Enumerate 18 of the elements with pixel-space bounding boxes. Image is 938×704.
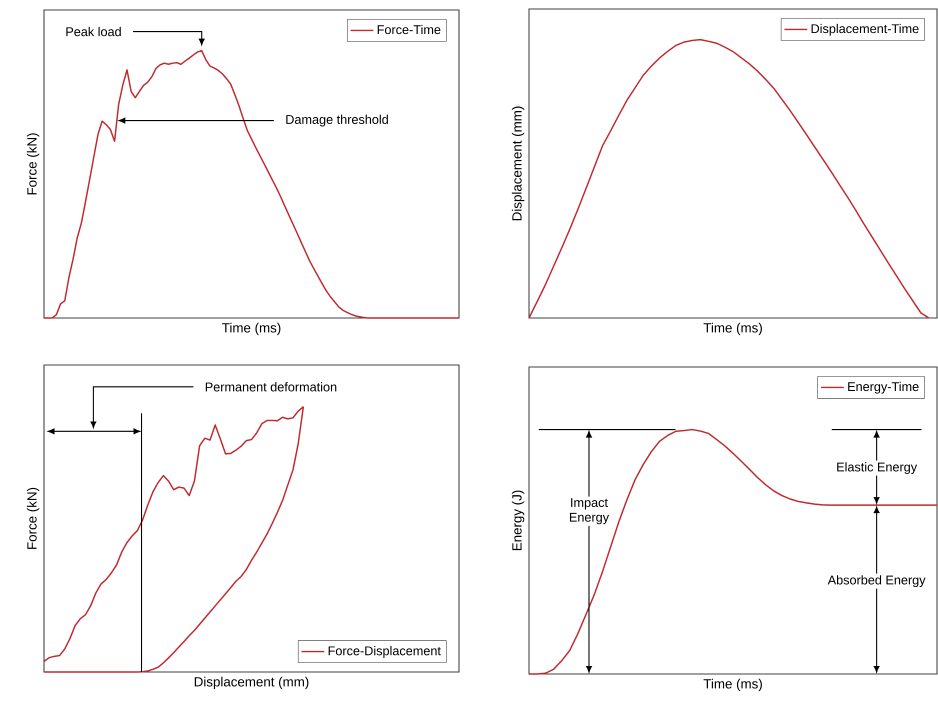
- annotation: Elastic Energy: [837, 462, 918, 474]
- legend-label: Force-Displacement: [328, 646, 441, 658]
- annotation: Damage threshold: [286, 114, 388, 126]
- text: Permanent deformation: [206, 382, 336, 392]
- annotation: Absorbed Energy: [828, 575, 926, 588]
- text: Peak load: [66, 26, 121, 36]
- x-axis-title: Time (ms): [222, 322, 280, 336]
- legend-label: Force-Time: [378, 24, 440, 34]
- annotation: Impact Energy: [570, 498, 610, 524]
- x-axis-title: Time (ms): [704, 678, 762, 692]
- y-axis-title: Force (kN): [26, 133, 40, 194]
- x-axis-title: Time (ms): [704, 322, 762, 336]
- legend-label: Displacement-Time: [812, 24, 919, 36]
- legend-label: Energy-Time: [848, 382, 919, 394]
- x-axis-title: Displacement (mm): [194, 676, 308, 690]
- y-axis-title: Energy (J): [512, 490, 524, 550]
- y-axis-title: Displacement (mm): [512, 106, 524, 220]
- y-axis-title: Force (kN): [26, 488, 40, 549]
